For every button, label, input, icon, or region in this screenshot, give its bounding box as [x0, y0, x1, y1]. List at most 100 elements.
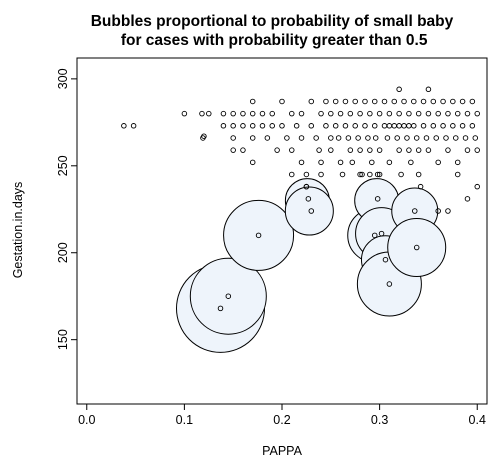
data-point [121, 123, 127, 129]
data-point [425, 147, 432, 153]
data-point [269, 123, 275, 129]
data-point [464, 196, 471, 202]
data-point [130, 123, 137, 129]
data-point [328, 135, 334, 141]
data-point [230, 123, 236, 129]
data-point [293, 123, 300, 129]
y-axis-label: Gestation.in.days [11, 182, 25, 279]
data-point [289, 147, 295, 153]
data-point [474, 183, 480, 190]
data-point [249, 135, 256, 141]
data-point [396, 110, 402, 117]
data-point [464, 110, 471, 117]
data-point [435, 110, 441, 117]
data-point [255, 232, 262, 239]
data-point [404, 135, 410, 141]
data-point [472, 135, 479, 141]
y-axis: 150 200 250 300 [56, 68, 78, 350]
data-point [401, 98, 407, 105]
point-layer [121, 86, 480, 312]
data-point [355, 135, 361, 141]
data-point [376, 110, 383, 117]
data-point [412, 208, 418, 214]
data-point [371, 123, 378, 129]
data-point [279, 123, 285, 129]
data-point [420, 98, 427, 105]
data-point [440, 123, 446, 129]
data-point [371, 98, 378, 105]
data-point [386, 159, 393, 166]
x-axis-label: PAPPA [262, 444, 302, 458]
data-point [362, 123, 368, 129]
data-point [367, 147, 373, 153]
data-point [225, 293, 232, 299]
data-point [199, 110, 205, 117]
data-point [474, 147, 480, 153]
data-point [365, 135, 371, 141]
data-point [230, 147, 236, 153]
data-point [406, 147, 412, 153]
data-point [423, 135, 430, 141]
data-point [328, 147, 334, 153]
data-point [362, 98, 368, 105]
data-point [345, 135, 352, 141]
data-point [386, 123, 393, 129]
data-point [316, 147, 322, 153]
x-tick-label: 0.2 [273, 413, 290, 427]
x-tick-label: 0.1 [176, 413, 193, 427]
data-point [430, 98, 437, 105]
chart-title-line-2: for cases with probability greater than … [117, 32, 428, 49]
data-point [413, 244, 420, 251]
data-point [464, 147, 471, 153]
data-point [474, 110, 480, 117]
data-point [249, 159, 256, 166]
data-point [369, 159, 375, 166]
data-point [435, 159, 441, 166]
data-point [289, 110, 295, 117]
data-point [335, 135, 342, 141]
data-point [378, 230, 385, 237]
data-point [367, 110, 373, 117]
data-point [269, 110, 275, 117]
data-point [420, 123, 427, 129]
data-point [374, 171, 381, 178]
data-point [274, 147, 280, 153]
data-point [347, 147, 354, 153]
data-point [217, 305, 224, 312]
data-point [394, 135, 400, 141]
data-point [454, 159, 461, 166]
data-point [453, 135, 459, 141]
x-tick-label: 0.4 [469, 413, 486, 427]
data-point [391, 98, 398, 105]
data-point [381, 123, 388, 129]
data-point [349, 159, 356, 166]
data-point [303, 183, 310, 190]
data-point [298, 110, 305, 117]
data-point [181, 110, 188, 117]
data-point [430, 123, 437, 129]
data-point [398, 171, 404, 178]
y-tick-label: 250 [56, 155, 70, 176]
y-tick-label: 300 [56, 68, 70, 89]
data-point [357, 110, 363, 117]
data-point [408, 159, 414, 166]
data-point [318, 159, 324, 166]
data-point [462, 135, 469, 141]
data-point [406, 110, 412, 117]
data-point [240, 147, 246, 153]
data-point [249, 123, 256, 129]
x-tick-label: 0.3 [371, 413, 388, 427]
data-point [206, 110, 212, 117]
data-point [386, 281, 393, 287]
data-point [264, 135, 271, 141]
data-point [308, 98, 315, 105]
data-point [417, 183, 424, 190]
data-point [298, 135, 305, 141]
y-tick-label: 150 [56, 329, 70, 350]
data-point [415, 110, 422, 117]
data-point [303, 171, 310, 178]
data-point [240, 123, 246, 129]
data-point [352, 98, 358, 105]
data-point [413, 135, 420, 141]
data-point [372, 135, 379, 141]
